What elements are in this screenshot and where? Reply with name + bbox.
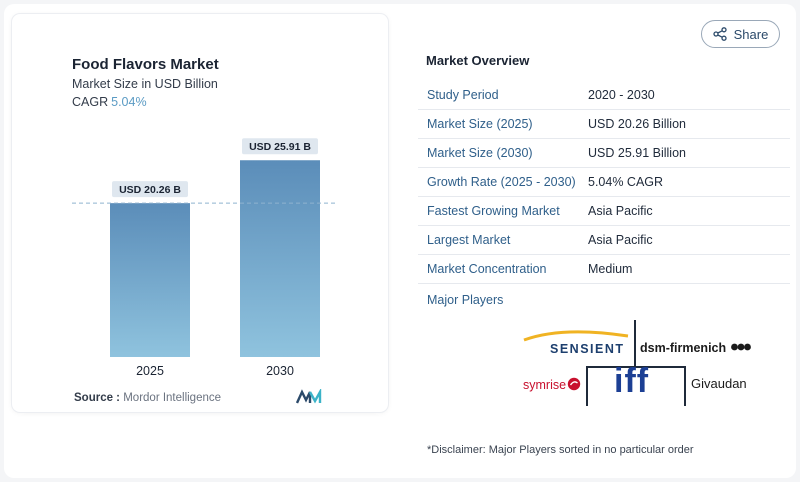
dsm-firmenich-logo: dsm-firmenich [640,341,727,355]
overview-label: Market Size (2025) [427,117,533,131]
major-players-label: Major Players [427,293,504,307]
share-icon [712,27,727,41]
source-line: Source : Mordor Intelligence [74,392,221,404]
market-size-chart-card: Food Flavors Market Market Size in USD B… [12,14,388,412]
disclaimer: *Disclaimer: Major Players sorted in no … [427,444,694,456]
share-button[interactable]: Share [701,20,780,48]
overview-value: USD 25.91 Billion [588,146,686,160]
overview-row: Fastest Growing Market Asia Pacific [418,197,790,226]
sensient-logo: SENSIENT [550,342,625,356]
overview-label: Growth Rate (2025 - 2030) [427,175,576,189]
overview-row: Market Concentration Medium [418,255,790,284]
overview-row: Growth Rate (2025 - 2030) 5.04% CAGR [418,168,790,197]
symrise-logo: symrise [523,378,567,392]
cagr-label: CAGR [72,95,109,109]
source-value: Mordor Intelligence [123,392,222,404]
chart-subtitle: Market Size in USD Billion [72,77,218,91]
logo-divider [634,320,636,368]
bar-chart: USD 20.26 B 2025 USD 25.91 B 2030 [72,138,338,378]
overview-row: Study Period 2020 - 2030 [418,81,790,110]
overview-value: Asia Pacific [588,233,653,247]
overview-label: Largest Market [427,233,511,247]
overview-row: Largest Market Asia Pacific [418,226,790,255]
overview-label: Fastest Growing Market [427,204,560,218]
x-tick-label: 2030 [266,364,294,378]
market-overview-title: Market Overview [426,53,530,68]
cagr-row: CAGR 5.04% [72,95,147,109]
overview-label: Study Period [427,88,499,102]
logo-divider [586,366,588,406]
overview-value: Asia Pacific [588,204,653,218]
bar-2030 [240,160,320,357]
logo-divider [634,366,684,368]
overview-row: Market Size (2030) USD 25.91 Billion [418,139,790,168]
major-players-logos: SENSIENT dsm-firmenich symrise iff Givau… [510,318,770,408]
overview-label: Market Size (2030) [427,146,533,160]
data-label-bg [112,181,188,198]
overview-value: USD 20.26 Billion [588,117,686,131]
symrise-emblem-icon [567,377,581,391]
givaudan-logo: Givaudan [691,376,747,391]
data-label: USD 25.91 B [249,141,311,153]
data-label-bg [242,138,318,155]
cagr-value: 5.04% [111,95,147,109]
market-overview-table: Study Period 2020 - 2030 Market Size (202… [418,81,790,284]
overview-label: Market Concentration [427,262,547,276]
share-label: Share [733,26,769,42]
sensient-swoosh-icon [523,330,629,342]
dsm-firmenich-dots-icon [731,343,751,351]
logo-divider [684,366,686,406]
overview-value: 2020 - 2030 [588,88,655,102]
iff-logo: iff [614,362,650,400]
bar-2025 [110,203,190,357]
source-label: Source : [74,392,121,404]
overview-value: 5.04% CAGR [588,175,664,189]
x-tick-label: 2025 [136,364,164,378]
mordor-intelligence-logo-icon [296,389,322,404]
overview-value: Medium [588,262,633,276]
logo-divider [586,366,658,368]
data-label: USD 20.26 B [119,184,181,196]
chart-title: Food Flavors Market [72,56,219,73]
overview-row: Market Size (2025) USD 20.26 Billion [418,110,790,139]
